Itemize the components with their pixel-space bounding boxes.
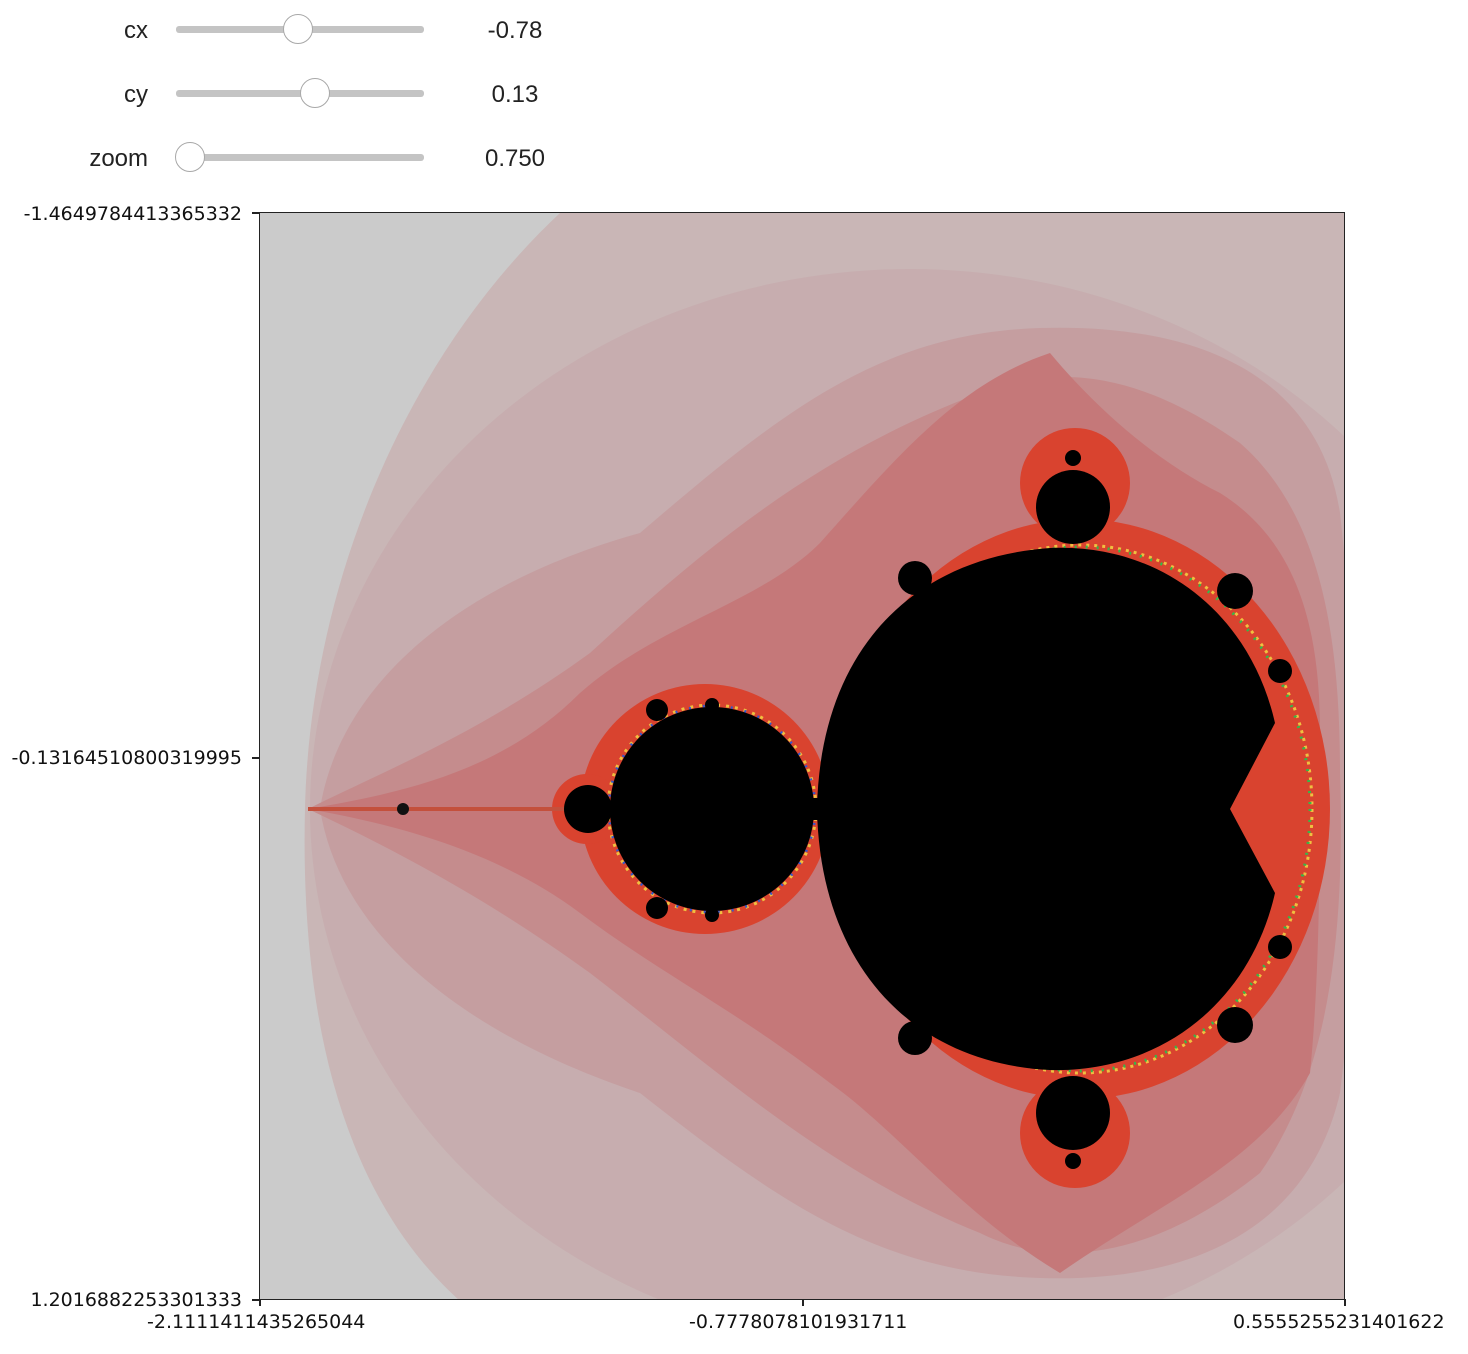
left-bulb-top-2 [705, 698, 719, 712]
cx-slider-row: cx -0.78 [0, 9, 600, 49]
top-mini-bulb [1065, 450, 1081, 466]
cx-slider-handle[interactable] [283, 14, 313, 44]
mandelbrot-image [260, 213, 1344, 1299]
cy-value: 0.13 [491, 81, 539, 108]
side-bulb-4 [1217, 1007, 1253, 1043]
x-tick-label-right: 0.5555255231401622 [1233, 1311, 1445, 1333]
y-tick-label-mid: -0.13164510800319995 [11, 747, 243, 769]
left-bulb-bottom [646, 897, 668, 919]
period-4-bulb [564, 785, 612, 833]
cx-slider-track[interactable] [176, 14, 424, 44]
cy-label: cy [124, 81, 148, 108]
bottom-bulb [1036, 1076, 1110, 1150]
bottom-mini-bulb [1065, 1153, 1081, 1169]
zoom-slider-handle[interactable] [175, 142, 205, 172]
side-bulb-1 [898, 561, 932, 595]
zoom-slider-track[interactable] [175, 142, 424, 172]
top-bulb [1036, 470, 1110, 544]
zoom-value: 0.750 [484, 145, 546, 172]
zoom-slider-row: zoom 0.750 [0, 137, 600, 177]
y-tick-label-top: -1.4649784413365332 [23, 203, 242, 225]
main-cardioid [817, 547, 1275, 1071]
cy-slider-track[interactable] [176, 78, 424, 108]
cy-slider-handle[interactable] [300, 78, 330, 108]
side-bulb-2 [1217, 573, 1253, 609]
side-bulb-6 [1268, 935, 1292, 959]
antenna [308, 807, 588, 811]
x-tick-mark-right [1344, 1299, 1346, 1306]
y-tick-mark-top [252, 212, 259, 214]
y-tick-mark-mid [252, 757, 259, 759]
x-tick-mark-mid [802, 1299, 804, 1306]
zoom-label: zoom [89, 145, 148, 172]
cx-value: -0.78 [487, 17, 543, 44]
neck [812, 798, 820, 820]
cy-slider-row: cy 0.13 [0, 73, 600, 113]
left-bulb-bottom-2 [705, 908, 719, 922]
cx-label: cx [124, 17, 148, 44]
period-2-bulb [610, 707, 814, 911]
y-tick-mark-bottom [252, 1299, 259, 1301]
left-bulb-top [646, 699, 668, 721]
antenna-dot [397, 803, 409, 815]
x-tick-label-left: -2.1111411435265044 [147, 1311, 366, 1333]
side-bulb-5 [1268, 659, 1292, 683]
y-tick-label-bottom: 1.2016882253301333 [30, 1289, 242, 1311]
side-bulb-3 [898, 1021, 932, 1055]
mandelbrot-plot[interactable] [259, 212, 1345, 1300]
x-tick-mark-left [259, 1299, 261, 1306]
x-tick-label-mid: -0.7778078101931711 [689, 1311, 908, 1333]
